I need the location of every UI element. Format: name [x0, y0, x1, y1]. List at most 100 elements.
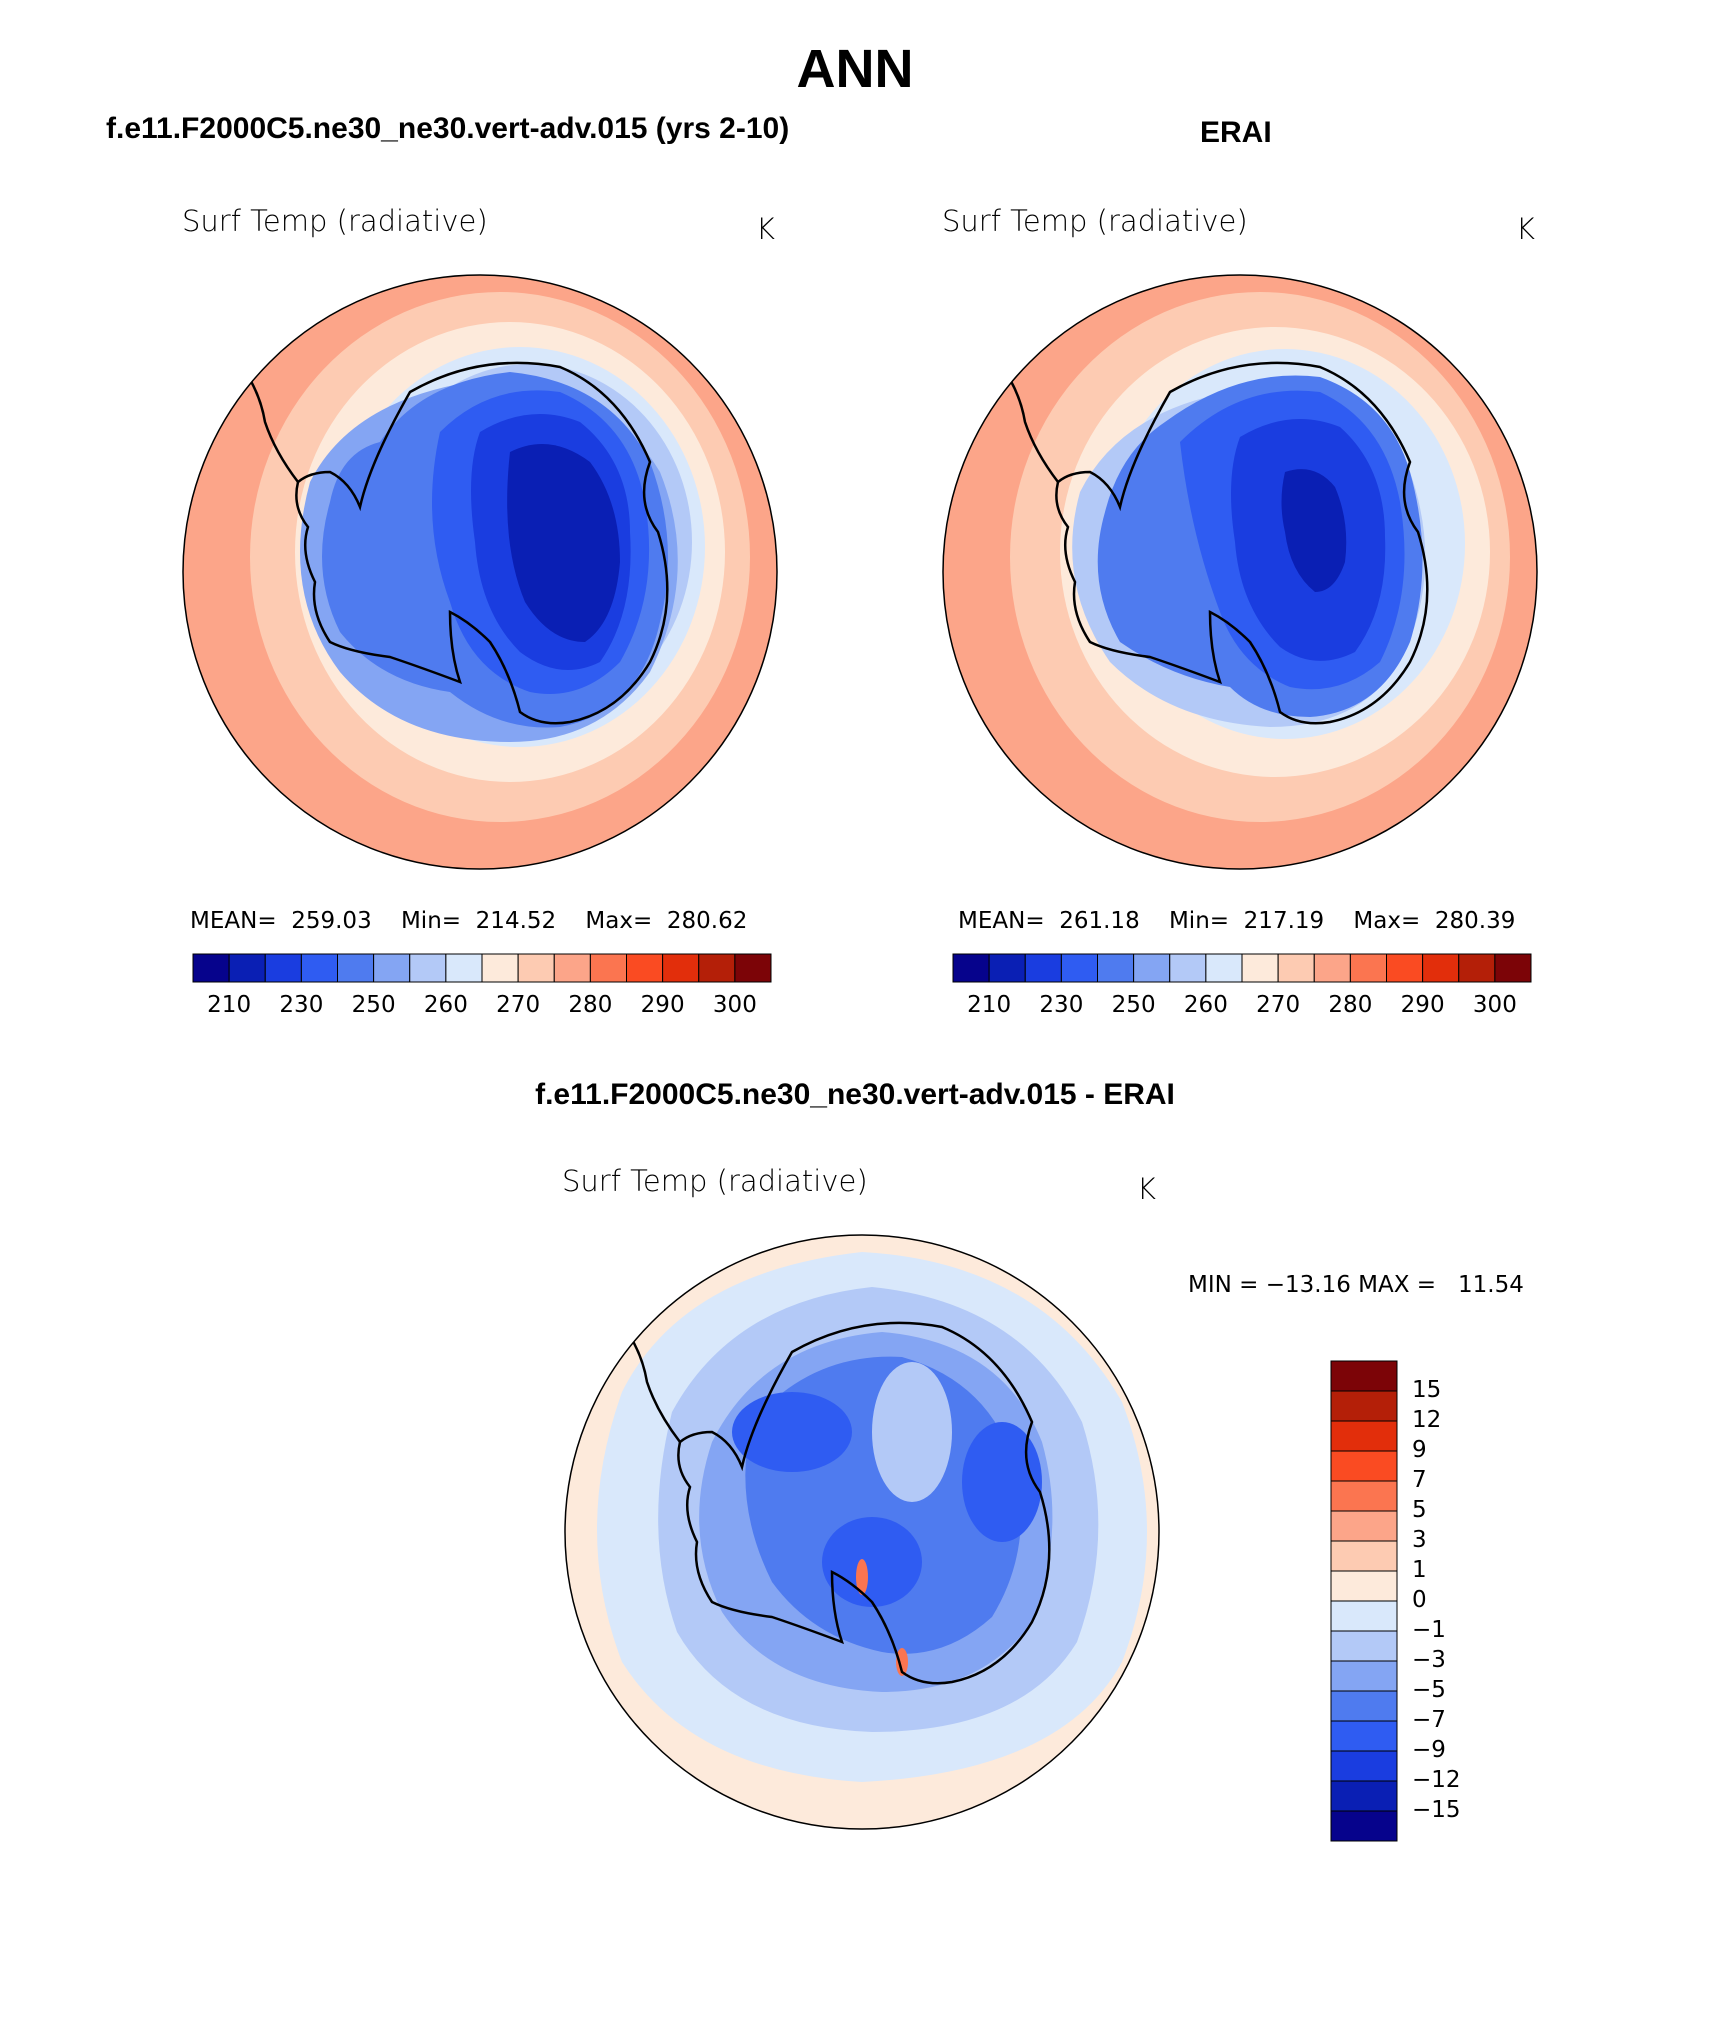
model-case-title: f.e11.F2000C5.ne30_ne30.vert-adv.015 (yr…	[106, 112, 790, 145]
diff-colorbar-ticks: 15 12 9 7 5 3 1 0 −1 −3 −5 −7 −9 −12 −15	[1412, 1360, 1512, 1842]
colorbar-tick-label: 300	[712, 992, 757, 1018]
min-value: 217.19	[1243, 908, 1325, 934]
mean-value: 261.18	[1059, 908, 1140, 934]
colorbar-swatch	[1097, 953, 1135, 983]
colorbar-swatch	[1330, 1780, 1398, 1812]
obs-variable-label: Surf Temp (radiative)	[942, 204, 1248, 238]
model-stats: MEAN= 259.03 Min= 214.52 Max= 280.62	[190, 908, 747, 934]
obs-case-title: ERAI	[1200, 116, 1272, 149]
colorbar-swatch	[517, 953, 555, 983]
colorbar-tick-label: 250	[351, 992, 396, 1018]
colorbar-swatch	[1133, 953, 1171, 983]
min-value: 214.52	[475, 908, 557, 934]
colorbar-swatch	[300, 953, 338, 983]
colorbar-swatch	[1330, 1660, 1398, 1692]
colorbar-tick-label: −7	[1412, 1707, 1446, 1733]
diff-cold-3	[822, 1517, 922, 1607]
colorbar-swatch	[734, 953, 772, 983]
colorbar-swatch	[337, 953, 375, 983]
colorbar-swatch	[952, 953, 990, 983]
coastline	[295, 361, 669, 725]
colorbar-swatch	[1386, 953, 1424, 983]
colorbar-tick-label: 12	[1412, 1407, 1442, 1433]
colorbar-tick-label: 270	[1256, 992, 1301, 1018]
obs-units-label: K	[1516, 212, 1536, 246]
diff-units-label: K	[1137, 1172, 1157, 1206]
colorbar-swatch	[1330, 1510, 1398, 1542]
colorbar-swatch	[1313, 953, 1351, 983]
colorbar-swatch	[1330, 1810, 1398, 1842]
colorbar-swatch	[1024, 953, 1062, 983]
colorbar-tick-label: 280	[1328, 992, 1373, 1018]
colorbar-tick-label: −9	[1412, 1737, 1446, 1763]
coastline	[1055, 361, 1429, 725]
colorbar-swatch	[445, 953, 483, 983]
colorbar-tick-label: 3	[1412, 1527, 1427, 1553]
colorbar-tick-label: 9	[1412, 1437, 1427, 1463]
mean-label: MEAN=	[190, 908, 277, 934]
colorbar-tick-label: 260	[1183, 992, 1228, 1018]
peninsula	[240, 366, 299, 483]
peninsula	[1000, 366, 1059, 483]
max-value: 280.39	[1434, 908, 1516, 934]
colorbar-swatch	[1330, 1690, 1398, 1722]
obs-stats: MEAN= 261.18 Min= 217.19 Max= 280.39	[958, 908, 1515, 934]
colorbar-tick-label: −1	[1412, 1617, 1446, 1643]
colorbar-swatch	[192, 953, 230, 983]
diff-warm-1	[856, 1559, 868, 1595]
colorbar-swatch	[1494, 953, 1532, 983]
mean-value: 259.03	[291, 908, 372, 934]
diff-case-title: f.e11.F2000C5.ne30_ne30.vert-adv.015 - E…	[535, 1078, 1175, 1111]
colorbar-swatch	[481, 953, 519, 983]
obs-polar-map	[942, 274, 1538, 870]
colorbar-swatch	[1330, 1420, 1398, 1452]
colorbar-tick-label: −15	[1412, 1797, 1461, 1823]
colorbar-swatch	[1169, 953, 1207, 983]
colorbar-swatch	[1422, 953, 1460, 983]
model-colorbar	[192, 953, 772, 983]
max-label: Max=	[585, 908, 653, 934]
colorbar-tick-label: 260	[423, 992, 468, 1018]
colorbar-tick-label: −3	[1412, 1647, 1446, 1673]
colorbar-tick-label: 1	[1412, 1557, 1427, 1583]
colorbar-swatch	[1277, 953, 1315, 983]
model-colorbar-ticks: 210 230 250 260 270 280 290 300	[192, 992, 772, 1022]
colorbar-tick-label: 210	[207, 992, 252, 1018]
diff-warm-2	[896, 1648, 908, 1676]
colorbar-swatch	[409, 953, 447, 983]
diff-polar-map	[564, 1234, 1160, 1830]
min-label: Min=	[400, 908, 462, 934]
colorbar-swatch	[1349, 953, 1387, 983]
colorbar-swatch	[1330, 1600, 1398, 1632]
colorbar-tick-label: 7	[1412, 1467, 1427, 1493]
colorbar-swatch	[1241, 953, 1279, 983]
min-label: Min=	[1168, 908, 1230, 934]
colorbar-tick-label: 250	[1111, 992, 1156, 1018]
colorbar-tick-label: 290	[1400, 992, 1445, 1018]
diff-light-1	[872, 1362, 952, 1502]
colorbar-tick-label: 230	[1039, 992, 1084, 1018]
colorbar-swatch	[1330, 1720, 1398, 1752]
colorbar-swatch	[373, 953, 411, 983]
colorbar-swatch	[1330, 1480, 1398, 1512]
colorbar-tick-label: −12	[1412, 1767, 1461, 1793]
colorbar-swatch	[553, 953, 591, 983]
colorbar-tick-label: 300	[1472, 992, 1517, 1018]
colorbar-tick-label: 290	[640, 992, 685, 1018]
diff-colorbar	[1330, 1360, 1398, 1842]
colorbar-swatch	[1330, 1570, 1398, 1602]
land-core	[507, 444, 620, 642]
colorbar-swatch	[1330, 1390, 1398, 1422]
colorbar-tick-label: 280	[568, 992, 613, 1018]
diff-cold-1	[732, 1392, 852, 1472]
colorbar-tick-label: 230	[279, 992, 324, 1018]
colorbar-swatch	[698, 953, 736, 983]
colorbar-swatch	[228, 953, 266, 983]
colorbar-tick-label: 270	[496, 992, 541, 1018]
colorbar-tick-label: 210	[967, 992, 1012, 1018]
colorbar-swatch	[1060, 953, 1098, 983]
coastline	[677, 1321, 1051, 1685]
model-units-label: K	[756, 212, 776, 246]
colorbar-swatch	[1330, 1540, 1398, 1572]
peninsula	[622, 1326, 681, 1443]
